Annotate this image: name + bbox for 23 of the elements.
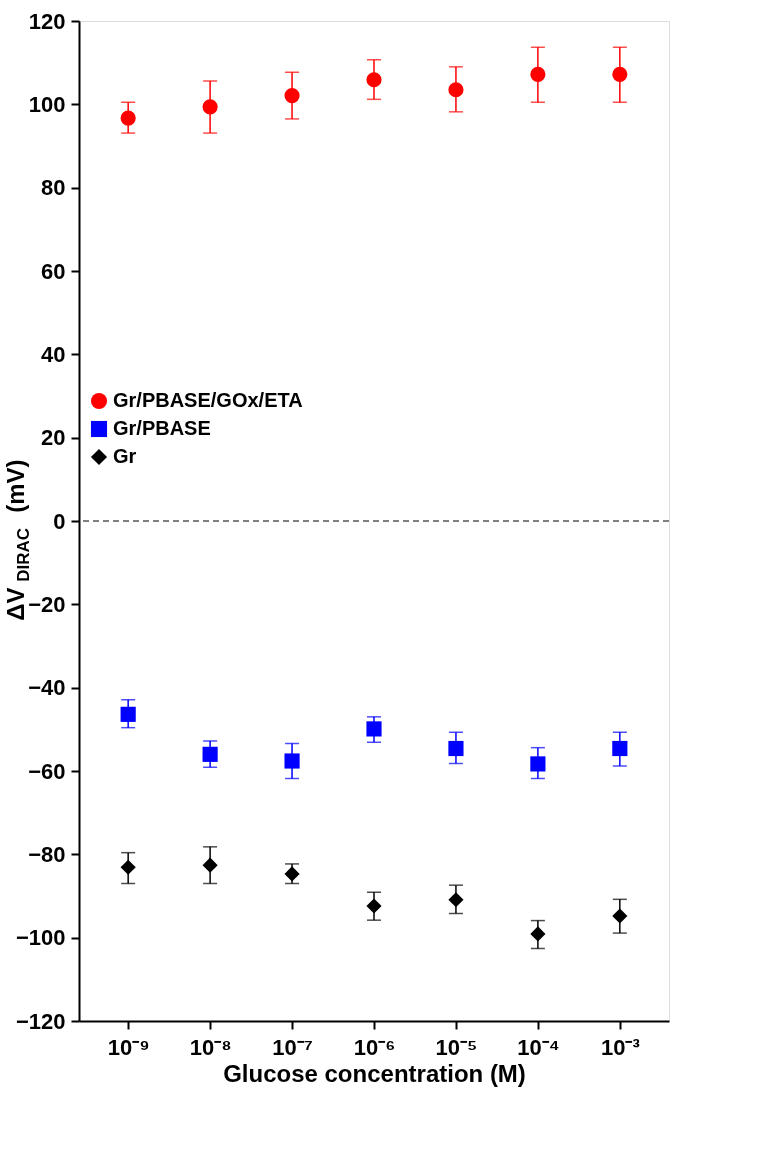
x-tick-label: 10⁻⁵	[435, 1034, 478, 1060]
y-tick-label: −120	[15, 1008, 66, 1034]
x-tick-label: 10⁻⁸	[189, 1034, 232, 1060]
y-tick-label: 20	[41, 425, 66, 451]
y-tick-label: −40	[28, 675, 66, 701]
y-tick-label: 60	[41, 258, 66, 284]
y-tick-label: 40	[41, 341, 66, 367]
x-tick-label: 10⁻⁴	[517, 1034, 560, 1060]
y-tick-label: −100	[15, 925, 66, 951]
x-tick-label: 10⁻⁶	[353, 1034, 396, 1060]
y-tick-label: 120	[28, 8, 66, 34]
x-tick-label: 10⁻³	[600, 1034, 640, 1060]
x-axis-title: Glucose concentration (M)	[223, 1059, 526, 1087]
y-tick-label: 80	[41, 175, 66, 201]
legend-label: Gr/PBASE	[113, 417, 211, 439]
y-tick-label: 0	[53, 508, 66, 534]
legend-label: Gr	[113, 445, 137, 467]
y-tick-label: 100	[28, 91, 66, 117]
y-tick-label: −80	[28, 841, 66, 867]
legend-label: Gr/PBASE/GOx/ETA	[113, 389, 303, 411]
x-tick-label: 10⁻⁷	[272, 1034, 313, 1060]
y-tick-label: −60	[28, 758, 66, 784]
x-tick-label: 10⁻⁹	[107, 1034, 150, 1060]
